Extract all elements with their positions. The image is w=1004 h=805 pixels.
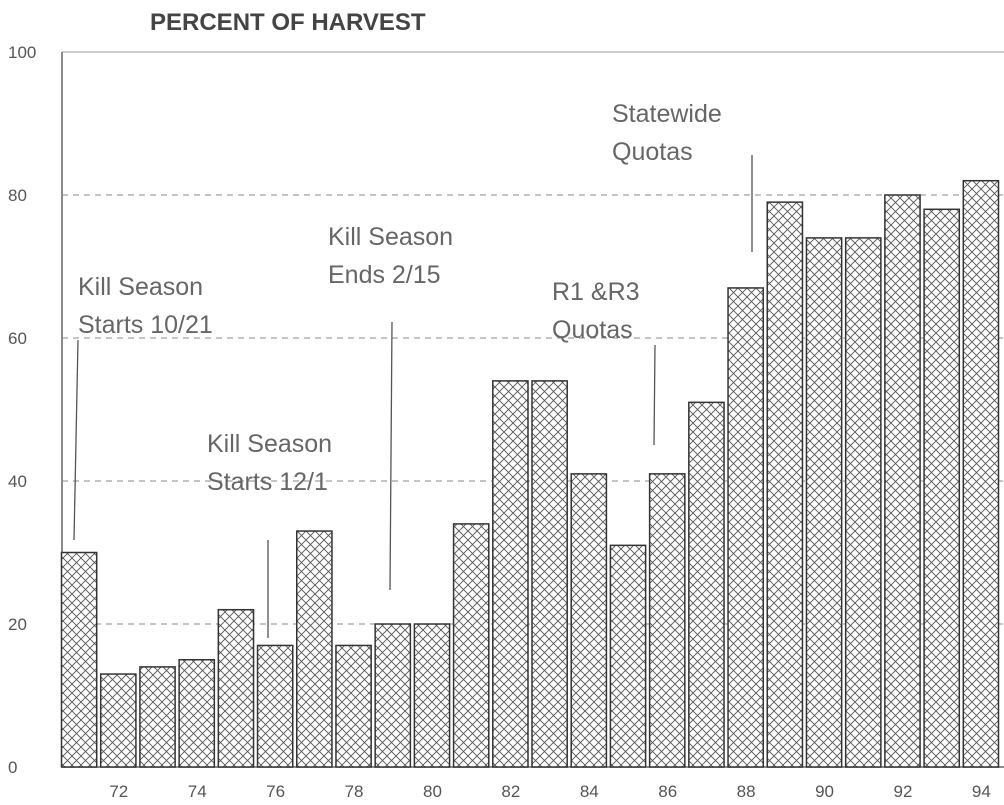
bar — [570, 473, 608, 768]
y-tick-label: 0 — [8, 758, 17, 777]
x-tick-label: 92 — [894, 782, 913, 801]
bar — [531, 380, 568, 768]
x-tick-label: 78 — [345, 782, 364, 801]
bar — [256, 644, 294, 768]
bar — [178, 659, 216, 768]
bar — [609, 544, 647, 768]
bar — [452, 523, 490, 768]
annotation: Kill Season — [78, 273, 203, 301]
bar — [492, 380, 529, 768]
bar — [688, 401, 725, 768]
bar — [217, 608, 255, 768]
annotation-leader — [389, 321, 393, 591]
x-tick-label: 90 — [815, 782, 834, 801]
y-tick-label: 80 — [8, 186, 27, 205]
bar — [923, 208, 961, 768]
annotation-leader — [653, 344, 656, 446]
bar — [296, 530, 333, 768]
bar — [139, 666, 176, 768]
bar — [962, 179, 1000, 768]
annotation: Quotas — [552, 316, 633, 344]
bar — [413, 623, 451, 768]
bar — [844, 237, 882, 768]
x-tick-label: 84 — [580, 782, 599, 801]
bar — [805, 237, 843, 768]
x-tick-label: 88 — [737, 782, 756, 801]
x-tick-label: 86 — [658, 782, 677, 801]
x-tick-label: 94 — [972, 782, 991, 801]
annotation: Ends 2/15 — [328, 261, 441, 289]
annotation: Starts 10/21 — [78, 311, 213, 339]
x-tick-label: 82 — [501, 782, 520, 801]
bar — [766, 201, 804, 768]
annotation: Kill Season — [207, 430, 332, 458]
annotation: Statewide — [612, 100, 722, 128]
y-tick-label: 20 — [8, 615, 27, 634]
bar — [60, 551, 98, 768]
annotation: Starts 12/1 — [207, 468, 328, 496]
x-tick-label: 72 — [109, 782, 128, 801]
bar — [727, 287, 765, 768]
annotation: Quotas — [612, 138, 693, 166]
x-tick-label: 76 — [266, 782, 285, 801]
bar — [99, 673, 137, 768]
bar — [648, 473, 686, 768]
bar — [884, 194, 921, 768]
annotation: Kill Season — [328, 223, 453, 251]
bar — [335, 644, 372, 768]
chart-title: PERCENT OF HARVEST — [150, 9, 426, 36]
y-tick-label: 100 — [8, 43, 36, 62]
bar — [374, 623, 412, 768]
x-tick-label: 80 — [423, 782, 442, 801]
y-tick-label: 60 — [8, 329, 27, 348]
annotation-leader — [73, 339, 79, 541]
annotation: R1 &R3 — [552, 278, 640, 306]
y-tick-label: 40 — [8, 472, 27, 491]
x-tick-label: 74 — [188, 782, 207, 801]
